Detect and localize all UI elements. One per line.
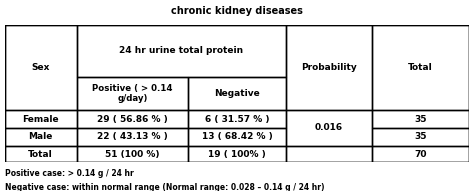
Text: Sex: Sex — [32, 63, 50, 72]
Bar — [77, 77, 188, 110]
Text: Positive ( > 0.14
g/day): Positive ( > 0.14 g/day) — [92, 84, 173, 103]
Bar — [286, 25, 372, 110]
Bar — [372, 128, 469, 146]
Bar — [77, 146, 188, 162]
Bar — [188, 146, 286, 162]
Text: Negative: Negative — [214, 89, 260, 98]
Text: Total: Total — [408, 63, 433, 72]
Text: Female: Female — [22, 115, 59, 124]
Text: 19 ( 100% ): 19 ( 100% ) — [208, 150, 266, 159]
Text: Probability: Probability — [301, 63, 356, 72]
Text: Male: Male — [28, 132, 53, 141]
Text: Negative case: within normal range (Normal range: 0.028 – 0.14 g / 24 hr): Negative case: within normal range (Norm… — [5, 183, 324, 191]
Bar — [372, 110, 469, 128]
Text: 13 ( 68.42 % ): 13 ( 68.42 % ) — [201, 132, 273, 141]
Bar — [372, 146, 469, 162]
Text: 51 (100 %): 51 (100 %) — [105, 150, 160, 159]
Bar — [5, 146, 77, 162]
Bar — [372, 25, 469, 110]
Bar — [5, 110, 77, 128]
Bar — [5, 128, 77, 146]
Bar — [77, 25, 286, 77]
Text: 24 hr urine total protein: 24 hr urine total protein — [119, 46, 243, 55]
Bar — [188, 128, 286, 146]
Text: 6 ( 31.57 % ): 6 ( 31.57 % ) — [205, 115, 269, 124]
Text: Total: Total — [28, 150, 53, 159]
Text: 70: 70 — [414, 150, 427, 159]
Text: 22 ( 43.13 % ): 22 ( 43.13 % ) — [97, 132, 168, 141]
Text: 35: 35 — [414, 115, 427, 124]
Bar — [77, 128, 188, 146]
Bar — [188, 77, 286, 110]
Bar — [286, 146, 372, 162]
Bar — [5, 25, 77, 110]
Text: 29 ( 56.86 % ): 29 ( 56.86 % ) — [97, 115, 168, 124]
Text: 0.016: 0.016 — [315, 123, 343, 133]
Bar — [286, 110, 372, 146]
Bar — [188, 110, 286, 128]
Text: Positive case: > 0.14 g / 24 hr: Positive case: > 0.14 g / 24 hr — [5, 169, 134, 178]
Text: 35: 35 — [414, 132, 427, 141]
Text: chronic kidney diseases: chronic kidney diseases — [171, 6, 303, 16]
Bar — [77, 110, 188, 128]
